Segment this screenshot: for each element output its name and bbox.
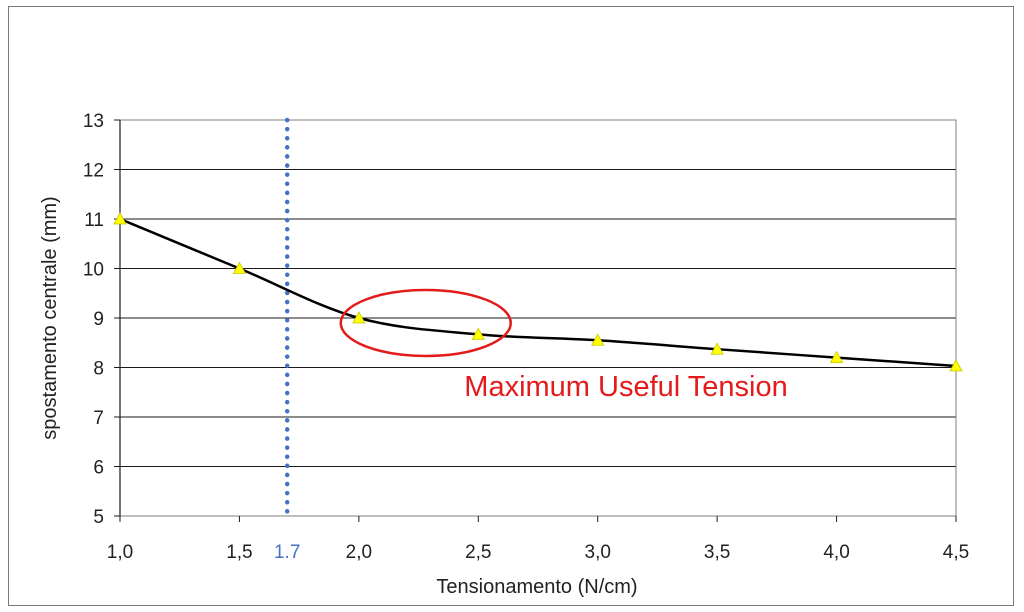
data-point-marker (471, 327, 485, 340)
data-point-marker (829, 350, 844, 364)
y-tick-label: 11 (84, 210, 104, 231)
data-markers (113, 212, 963, 372)
y-tick-label: 10 (83, 260, 104, 281)
axes (114, 119, 957, 522)
series-path (119, 217, 957, 368)
x-tick-label: 3,0 (585, 542, 611, 563)
data-point-marker (710, 342, 724, 355)
annotation-text: Maximum Useful Tension (464, 371, 787, 403)
chart-frame (8, 6, 1014, 606)
y-tick-label: 6 (93, 458, 104, 479)
data-point-marker (591, 333, 605, 346)
y-tick-label: 13 (83, 111, 104, 132)
x-tick-labels: 1,0 1,5 2,0 2,5 3,0 3,5 4,0 4,5 (107, 542, 969, 563)
y-tick-label: 7 (93, 408, 104, 429)
x-tick-label: 3,5 (704, 542, 730, 563)
data-point-marker (949, 359, 963, 372)
grid-lines (120, 119, 956, 517)
y-tick-label: 5 (93, 507, 104, 528)
x-tick-label: 1,0 (107, 542, 133, 563)
data-point-marker (232, 261, 247, 274)
x-tick-label: 4,5 (943, 542, 969, 563)
x-tick-label: 2,0 (346, 542, 372, 563)
y-axis-title: spostamento centrale (mm) (39, 196, 61, 439)
y-tick-label: 9 (93, 309, 104, 330)
reference-line: 1.7 (274, 117, 300, 563)
y-tick-label: 12 (83, 161, 104, 182)
x-tick-label: 2,5 (465, 542, 491, 563)
reference-label: 1.7 (274, 542, 300, 563)
highlight-ellipse (339, 288, 512, 358)
data-point-marker (352, 311, 366, 324)
x-tick-label: 4,0 (823, 542, 849, 563)
annotation: Maximum Useful Tension (339, 288, 788, 403)
y-tick-labels: 5 6 7 8 9 10 11 12 13 (83, 111, 104, 528)
x-tick-label: 1,5 (226, 542, 252, 563)
data-point-marker (113, 212, 127, 225)
y-tick-label: 8 (93, 359, 104, 380)
x-axis-title: Tensionamento (N/cm) (436, 576, 637, 598)
series-line (119, 217, 957, 368)
